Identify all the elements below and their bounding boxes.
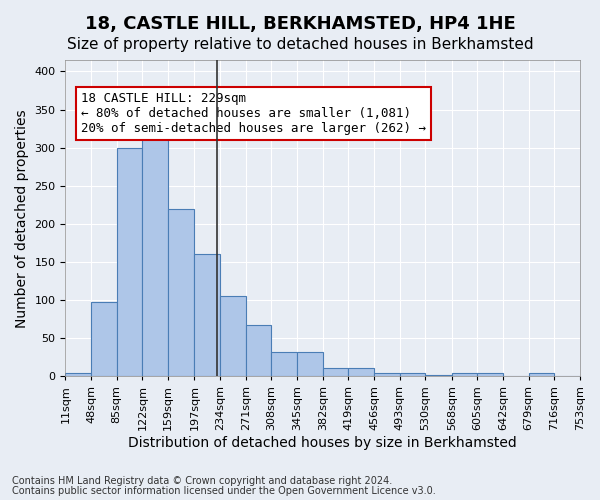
Text: Contains HM Land Registry data © Crown copyright and database right 2024.: Contains HM Land Registry data © Crown c… xyxy=(12,476,392,486)
Text: 18, CASTLE HILL, BERKHAMSTED, HP4 1HE: 18, CASTLE HILL, BERKHAMSTED, HP4 1HE xyxy=(85,15,515,33)
Bar xyxy=(194,254,220,376)
Bar xyxy=(91,302,117,376)
Bar xyxy=(400,372,425,376)
X-axis label: Distribution of detached houses by size in Berkhamsted: Distribution of detached houses by size … xyxy=(128,436,517,450)
Bar xyxy=(349,368,374,376)
Bar xyxy=(168,210,194,376)
Bar xyxy=(297,352,323,376)
Bar xyxy=(246,326,271,376)
Bar xyxy=(529,374,554,376)
Text: 18 CASTLE HILL: 229sqm
← 80% of detached houses are smaller (1,081)
20% of semi-: 18 CASTLE HILL: 229sqm ← 80% of detached… xyxy=(81,92,426,134)
Bar xyxy=(271,352,297,376)
Bar xyxy=(142,126,168,376)
Bar xyxy=(117,148,142,376)
Bar xyxy=(478,374,503,376)
Y-axis label: Number of detached properties: Number of detached properties xyxy=(15,109,29,328)
Text: Contains public sector information licensed under the Open Government Licence v3: Contains public sector information licen… xyxy=(12,486,436,496)
Bar xyxy=(452,374,478,376)
Bar xyxy=(374,372,400,376)
Bar xyxy=(65,374,91,376)
Bar xyxy=(323,368,349,376)
Text: Size of property relative to detached houses in Berkhamsted: Size of property relative to detached ho… xyxy=(67,38,533,52)
Bar xyxy=(425,375,452,376)
Bar xyxy=(220,296,246,376)
